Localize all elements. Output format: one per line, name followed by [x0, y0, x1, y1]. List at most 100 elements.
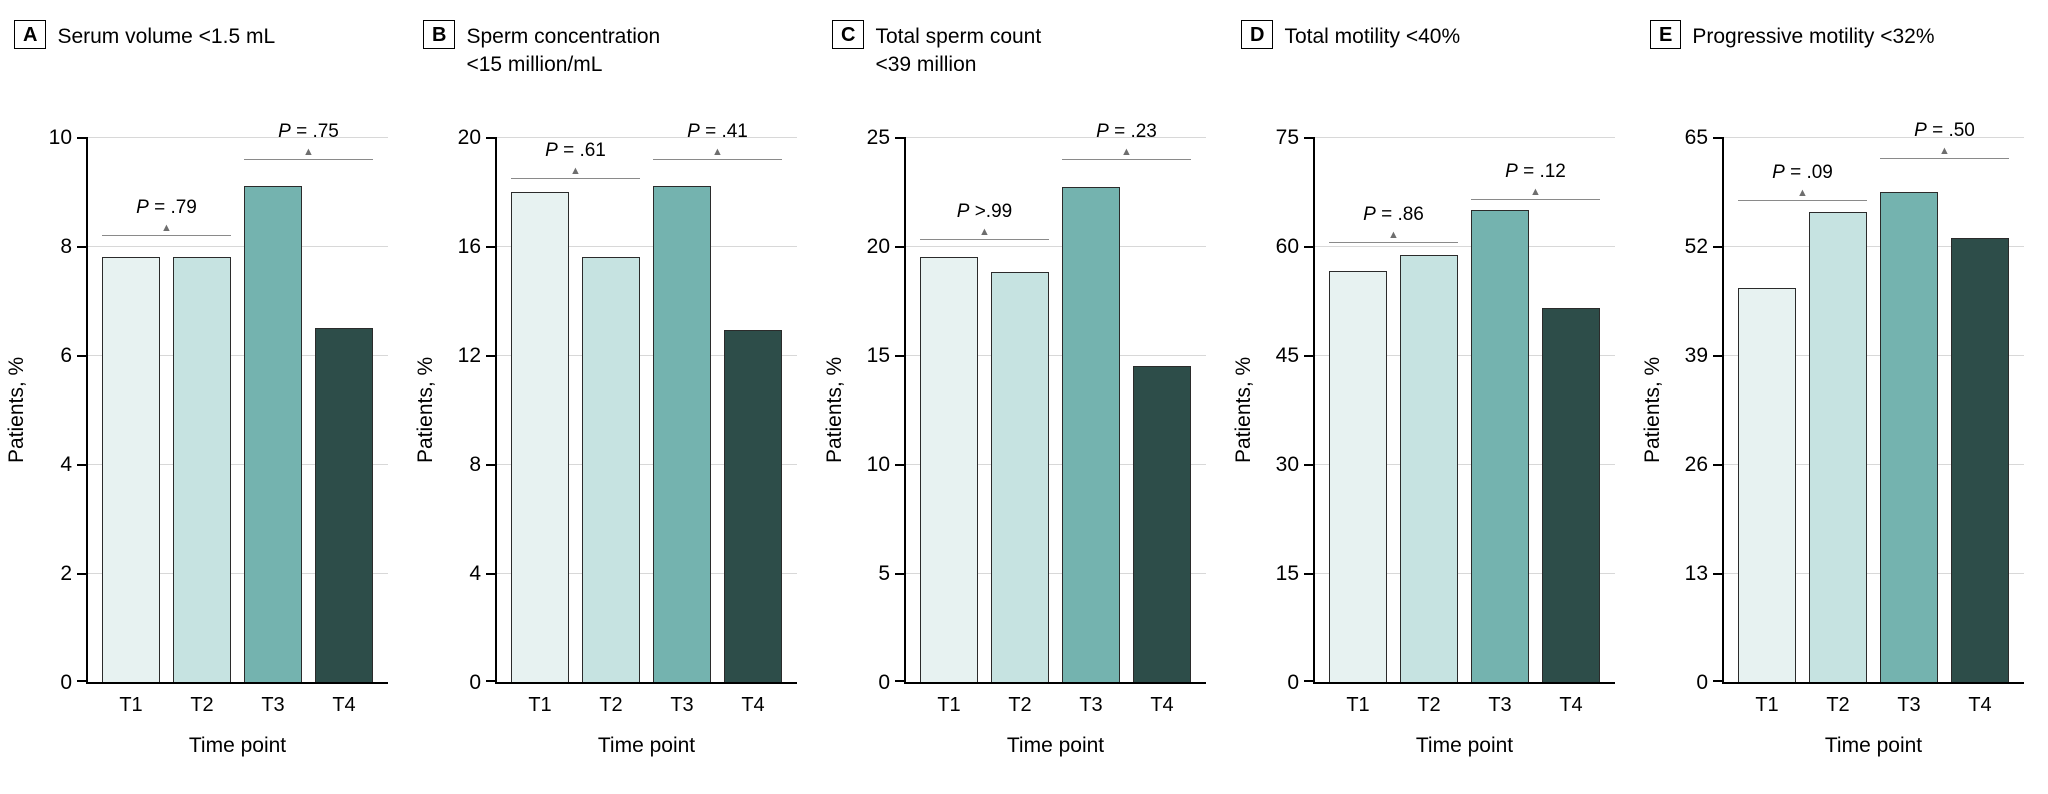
x-tick-label: T2 [190, 694, 214, 716]
bar-T1 [1329, 271, 1387, 682]
y-tick-label: 75 [1275, 126, 1299, 149]
x-tick-label: T3 [1897, 694, 1921, 716]
bracket-line [653, 158, 782, 160]
y-tick-label: 0 [60, 671, 72, 694]
y-axis-line [904, 137, 906, 684]
p-italic: P [136, 197, 149, 219]
p-value-label: P = .50 [1880, 120, 2009, 142]
p-value-label: P = .41 [653, 121, 782, 143]
y-tick-label: 15 [1275, 562, 1299, 585]
y-tick-mark [486, 680, 495, 682]
x-tick-label: T1 [528, 694, 552, 716]
y-tick-label: 8 [469, 453, 481, 476]
y-tick-label: 52 [1684, 235, 1708, 258]
gridline [906, 464, 1206, 465]
bracket-line [1738, 199, 1867, 201]
panel-C: C Total sperm count <39 million Patients, … [818, 0, 1227, 794]
bar-T2 [1809, 212, 1867, 682]
y-axis-line [1722, 137, 1724, 684]
bar-T3 [1062, 187, 1120, 682]
y-tick-label: 4 [469, 562, 481, 585]
panel-title: Total sperm count <39 million [875, 25, 1042, 76]
x-tick-label: T2 [599, 694, 623, 716]
y-tick-label: 20 [866, 235, 890, 258]
y-tick-label: 10 [48, 126, 72, 149]
p-value-label: P = .12 [1471, 161, 1600, 183]
y-tick-mark [1713, 464, 1722, 466]
y-axis-title: Patients, % [414, 356, 437, 463]
y-tick-label: 20 [457, 126, 481, 149]
p-value-label: P = .23 [1062, 121, 1191, 143]
y-tick-label: 26 [1684, 453, 1708, 476]
gridline [1724, 355, 2024, 356]
plot-area: 0 15 30 45 60 75 ▲ P = .86 ▲ P = .12 T1 T2 T3 T4 Time … [1276, 127, 1615, 757]
plot-area: 0 5 10 15 20 25 ▲ P >.99 ▲ P = .23 T1 T2 T3 T4 Time po… [867, 121, 1206, 757]
panel-letter: C [832, 20, 865, 49]
panel-E: E Progressive motility <32% Patients, % 0 13… [1636, 0, 2045, 794]
y-tick-mark [1713, 355, 1722, 357]
caret-up-icon: ▲ [1939, 144, 1950, 157]
gridline [497, 246, 797, 247]
y-tick-mark [77, 464, 86, 466]
y-tick-mark [77, 573, 86, 575]
bar-T2 [991, 272, 1049, 682]
bracket-line [1880, 157, 2009, 159]
panel-title: Sperm concentration <15 million/mL [466, 25, 661, 76]
y-tick-label: 6 [60, 344, 72, 367]
y-tick-mark [77, 246, 86, 248]
y-tick-label: 0 [469, 671, 481, 694]
y-axis-line [495, 137, 497, 684]
p-value-text: >.99 [969, 201, 1013, 223]
x-axis-line [1313, 682, 1615, 684]
bracket-line [1329, 242, 1458, 244]
p-italic: P [545, 139, 558, 161]
caret-up-icon: ▲ [1121, 145, 1132, 158]
panel-header: C Total sperm count <39 million [832, 20, 1225, 78]
gridline [1724, 246, 2024, 247]
gridline [88, 573, 388, 574]
x-axis-line [86, 682, 388, 684]
caret-up-icon: ▲ [979, 226, 990, 239]
bar-T1 [1738, 287, 1796, 682]
x-tick-label: T2 [1826, 694, 1850, 716]
x-tick-label: T3 [261, 694, 285, 716]
p-value-label: P = .79 [102, 197, 231, 219]
y-tick-mark [895, 573, 904, 575]
panel-B: B Sperm concentration <15 million/mL Patie… [409, 0, 818, 794]
y-tick-mark [1304, 355, 1313, 357]
x-axis-title: Time point [1415, 734, 1514, 757]
gridline [88, 137, 388, 138]
panel-A: A Serum volume <1.5 mL Patients, % 0 2 4 6 8 10 ▲… [0, 0, 409, 794]
y-axis-title: Patients, % [5, 356, 28, 463]
x-tick-label: T4 [741, 694, 765, 716]
p-value-text: = .23 [1108, 120, 1157, 142]
caret-up-icon: ▲ [1388, 229, 1399, 242]
bar-T3 [1880, 191, 1938, 682]
y-tick-mark [486, 355, 495, 357]
gridline [906, 137, 1206, 138]
y-tick-mark [1713, 137, 1722, 139]
y-tick-label: 45 [1275, 344, 1299, 367]
panel-letter: B [423, 20, 456, 49]
x-tick-label: T3 [1079, 694, 1103, 716]
p-italic: P [1505, 160, 1518, 182]
x-tick-label: T3 [670, 694, 694, 716]
y-tick-mark [895, 137, 904, 139]
gridline [1724, 137, 2024, 138]
panel-header: B Sperm concentration <15 million/mL [423, 20, 816, 78]
y-axis-title: Patients, % [1232, 356, 1255, 463]
p-value-label: P = .61 [511, 140, 640, 162]
p-value-text: = .41 [699, 120, 748, 142]
y-tick-label: 16 [457, 235, 481, 258]
p-value-text: = .50 [1926, 119, 1975, 141]
y-axis-title: Patients, % [1641, 356, 1664, 463]
bar-T4 [1133, 365, 1191, 682]
gridline [497, 573, 797, 574]
bar-T3 [653, 186, 711, 682]
p-value-label: P = .09 [1738, 162, 1867, 184]
x-axis-title: Time point [1824, 734, 1923, 757]
panel-title: Serum volume <1.5 mL [57, 25, 276, 48]
bar-T4 [1951, 237, 2009, 682]
y-tick-label: 0 [1696, 671, 1708, 694]
x-tick-label: T1 [937, 694, 961, 716]
